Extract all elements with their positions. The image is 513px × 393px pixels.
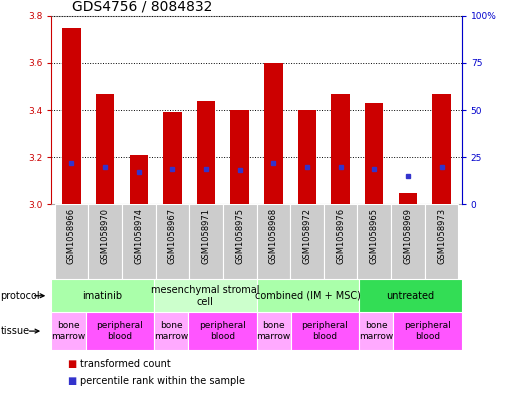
Text: bone
marrow: bone marrow <box>154 321 188 341</box>
Text: GSM1058966: GSM1058966 <box>67 208 76 264</box>
Bar <box>96 94 114 204</box>
Text: ■: ■ <box>67 358 76 369</box>
Bar <box>365 103 384 204</box>
Bar <box>88 204 122 279</box>
Bar <box>256 312 291 350</box>
Text: GSM1058970: GSM1058970 <box>101 208 110 264</box>
Text: tissue: tissue <box>1 326 30 336</box>
Bar <box>425 204 458 279</box>
Bar <box>129 155 148 204</box>
Text: peripheral
blood: peripheral blood <box>96 321 143 341</box>
Bar <box>359 279 462 312</box>
Text: mesenchymal stromal
cell: mesenchymal stromal cell <box>151 285 260 307</box>
Bar <box>122 204 155 279</box>
Bar <box>230 110 249 204</box>
Text: GDS4756 / 8084832: GDS4756 / 8084832 <box>72 0 212 13</box>
Bar <box>324 204 358 279</box>
Bar <box>55 204 88 279</box>
Bar <box>154 279 256 312</box>
Bar <box>86 312 154 350</box>
Text: GSM1058974: GSM1058974 <box>134 208 143 264</box>
Bar <box>155 204 189 279</box>
Text: peripheral
blood: peripheral blood <box>404 321 451 341</box>
Text: protocol: protocol <box>1 291 40 301</box>
Text: GSM1058969: GSM1058969 <box>403 208 412 264</box>
Text: GSM1058967: GSM1058967 <box>168 208 177 264</box>
Text: GSM1058965: GSM1058965 <box>370 208 379 264</box>
Bar <box>188 312 256 350</box>
Text: bone
marrow: bone marrow <box>51 321 86 341</box>
Text: bone
marrow: bone marrow <box>359 321 393 341</box>
Text: GSM1058971: GSM1058971 <box>202 208 210 264</box>
Text: GSM1058973: GSM1058973 <box>437 208 446 264</box>
Bar <box>223 204 256 279</box>
Bar <box>298 110 316 204</box>
Text: combined (IM + MSC): combined (IM + MSC) <box>255 291 361 301</box>
Bar <box>393 312 462 350</box>
Bar <box>331 94 350 204</box>
Text: peripheral
blood: peripheral blood <box>199 321 246 341</box>
Bar <box>264 63 283 204</box>
Text: untreated: untreated <box>386 291 435 301</box>
Bar <box>51 279 154 312</box>
Text: peripheral
blood: peripheral blood <box>302 321 348 341</box>
Text: bone
marrow: bone marrow <box>256 321 291 341</box>
Bar <box>154 312 188 350</box>
Text: percentile rank within the sample: percentile rank within the sample <box>80 376 245 386</box>
Text: GSM1058975: GSM1058975 <box>235 208 244 264</box>
Bar <box>163 112 182 204</box>
Bar <box>62 28 81 204</box>
Bar <box>291 312 359 350</box>
Bar <box>399 193 417 204</box>
Bar <box>359 312 393 350</box>
Text: GSM1058972: GSM1058972 <box>303 208 311 264</box>
Text: ■: ■ <box>67 376 76 386</box>
Text: transformed count: transformed count <box>80 358 170 369</box>
Bar <box>51 312 86 350</box>
Text: imatinib: imatinib <box>83 291 123 301</box>
Bar <box>189 204 223 279</box>
Text: GSM1058968: GSM1058968 <box>269 208 278 264</box>
Bar <box>358 204 391 279</box>
Bar <box>432 94 451 204</box>
Bar <box>197 101 215 204</box>
Bar <box>391 204 425 279</box>
Text: GSM1058976: GSM1058976 <box>336 208 345 264</box>
Bar <box>256 204 290 279</box>
Bar <box>256 279 359 312</box>
Bar <box>290 204 324 279</box>
